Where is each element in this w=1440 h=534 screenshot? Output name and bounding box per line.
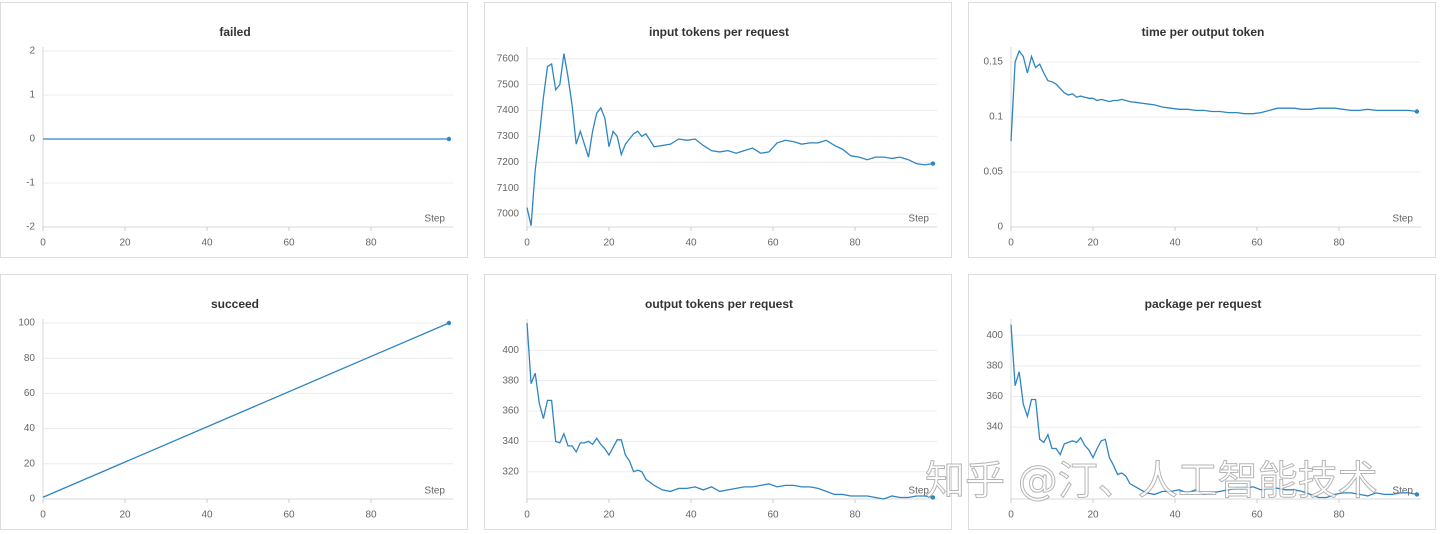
chart-panel: output tokens per request 320 340 360 380 400…	[484, 274, 952, 530]
chart-panel: input tokens per request 7000 7100 7200 7300…	[484, 2, 952, 258]
x-tick-label: 60	[1251, 238, 1263, 249]
y-tick-label: 7000	[497, 209, 520, 220]
x-axis-label: Step	[424, 214, 445, 225]
y-tick-label: 1	[29, 90, 35, 101]
x-tick-label: 40	[1169, 510, 1181, 521]
y-tick-label: 380	[986, 360, 1003, 371]
y-tick-label: 340	[502, 436, 519, 447]
y-tick-label: 400	[502, 345, 519, 356]
x-tick-label: 60	[767, 238, 779, 249]
y-tick-label: 7400	[497, 105, 520, 116]
y-tick-label: 7300	[497, 131, 520, 142]
chart-title: time per output token	[1142, 25, 1265, 39]
data-line	[42, 322, 450, 498]
chart-title: input tokens per request	[649, 25, 789, 39]
y-tick-label: 0	[997, 222, 1003, 233]
chart-title: failed	[219, 25, 250, 39]
y-tick-label: 7500	[497, 79, 520, 90]
y-tick-label: 60	[24, 388, 36, 399]
x-tick-label: 20	[1087, 238, 1099, 249]
x-tick-label: 40	[1169, 238, 1181, 249]
chart-panel: failed -2 -1 0 1 2 0 20 40 60 80 Step	[0, 2, 468, 258]
x-tick-label: 20	[119, 238, 131, 249]
y-tick-label: 0.15	[984, 57, 1004, 68]
x-tick-label: 20	[1087, 510, 1099, 521]
x-tick-label: 80	[365, 510, 377, 521]
y-tick-label: 320	[502, 466, 519, 477]
watermark: 知乎 @汀、人工智能技术	[925, 458, 1379, 505]
end-point	[930, 495, 936, 500]
x-tick-label: 80	[1333, 510, 1345, 521]
x-axis-label: Step	[908, 486, 929, 497]
y-tick-label: 2	[29, 46, 35, 57]
x-axis-label: Step	[1392, 486, 1413, 497]
end-point	[930, 161, 936, 166]
y-tick-label: 0	[29, 134, 35, 145]
end-point	[1414, 492, 1420, 497]
chart-panel: time per output token 0 0.05 0.1 0.15 0 20 40 60…	[968, 2, 1436, 258]
x-tick-label: 20	[603, 510, 615, 521]
chart-panel: succeed 0 20 40 60 80 100 0 20 40 60 80 Step	[0, 274, 468, 530]
y-tick-label: 400	[986, 330, 1003, 341]
chart: succeed 0 20 40 60 80 100 0 20 40 60 80 Step	[18, 297, 453, 521]
chart: output tokens per request320340360380400…	[502, 297, 937, 521]
y-tick-label: 80	[24, 353, 36, 364]
x-tick-label: 40	[201, 510, 213, 521]
chart-title: succeed	[211, 297, 259, 311]
end-point	[1414, 109, 1420, 114]
y-tick-label: 360	[502, 406, 519, 417]
x-tick-label: 20	[119, 510, 131, 521]
y-tick-label: -1	[26, 178, 35, 189]
x-tick-label: 0	[40, 238, 46, 249]
data-line	[526, 322, 934, 500]
x-axis-label: Step	[1392, 214, 1413, 225]
chart: package per request 340 360 380 400 0 20 40 60 80…	[986, 297, 1421, 521]
end-point	[446, 320, 452, 326]
x-tick-label: 20	[603, 238, 615, 249]
y-tick-label: 7600	[497, 53, 520, 64]
chart-title: output tokens per request	[645, 297, 793, 311]
y-tick-label: 360	[986, 391, 1003, 402]
y-tick-label: 0	[29, 494, 35, 505]
y-tick-label: 100	[18, 318, 35, 329]
x-tick-label: 80	[849, 510, 861, 521]
x-tick-label: 40	[685, 510, 697, 521]
x-tick-label: 0	[1008, 510, 1014, 521]
x-tick-label: 0	[524, 510, 530, 521]
chart-title: package per request	[1145, 297, 1262, 311]
x-tick-label: 60	[283, 238, 295, 249]
chart: time per output token 0 0.05 0.1 0.15 0 20 40 60…	[984, 25, 1421, 249]
y-tick-label: 380	[502, 375, 519, 386]
x-tick-label: 0	[1008, 238, 1014, 249]
end-point	[446, 136, 452, 142]
chart-panel: package per request 340 360 380 400 0 20 40 60 80…	[968, 274, 1436, 530]
x-tick-label: 80	[849, 238, 861, 249]
x-tick-label: 40	[685, 238, 697, 249]
data-line	[1010, 324, 1418, 499]
y-tick-label: 20	[24, 458, 36, 469]
x-tick-label: 80	[365, 238, 377, 249]
chart: input tokens per request 7000 7100 7200 7300…	[497, 25, 937, 249]
x-tick-label: 60	[1251, 510, 1263, 521]
data-line	[526, 53, 934, 226]
x-tick-label: 0	[40, 510, 46, 521]
x-tick-label: 0	[524, 238, 530, 249]
y-tick-label: 7100	[497, 183, 520, 194]
x-tick-label: 80	[1333, 238, 1345, 249]
x-axis-label: Step	[908, 214, 929, 225]
x-tick-label: 40	[201, 238, 213, 249]
x-axis-label: Step	[424, 486, 445, 497]
y-tick-label: 0.1	[989, 112, 1003, 123]
x-tick-label: 60	[283, 510, 295, 521]
y-tick-label: 40	[24, 423, 36, 434]
x-tick-label: 60	[767, 510, 779, 521]
y-tick-label: -2	[26, 222, 35, 233]
y-tick-label: 340	[986, 422, 1003, 433]
y-tick-label: 0.05	[984, 167, 1004, 178]
y-tick-label: 7200	[497, 157, 520, 168]
data-line	[1010, 49, 1417, 142]
